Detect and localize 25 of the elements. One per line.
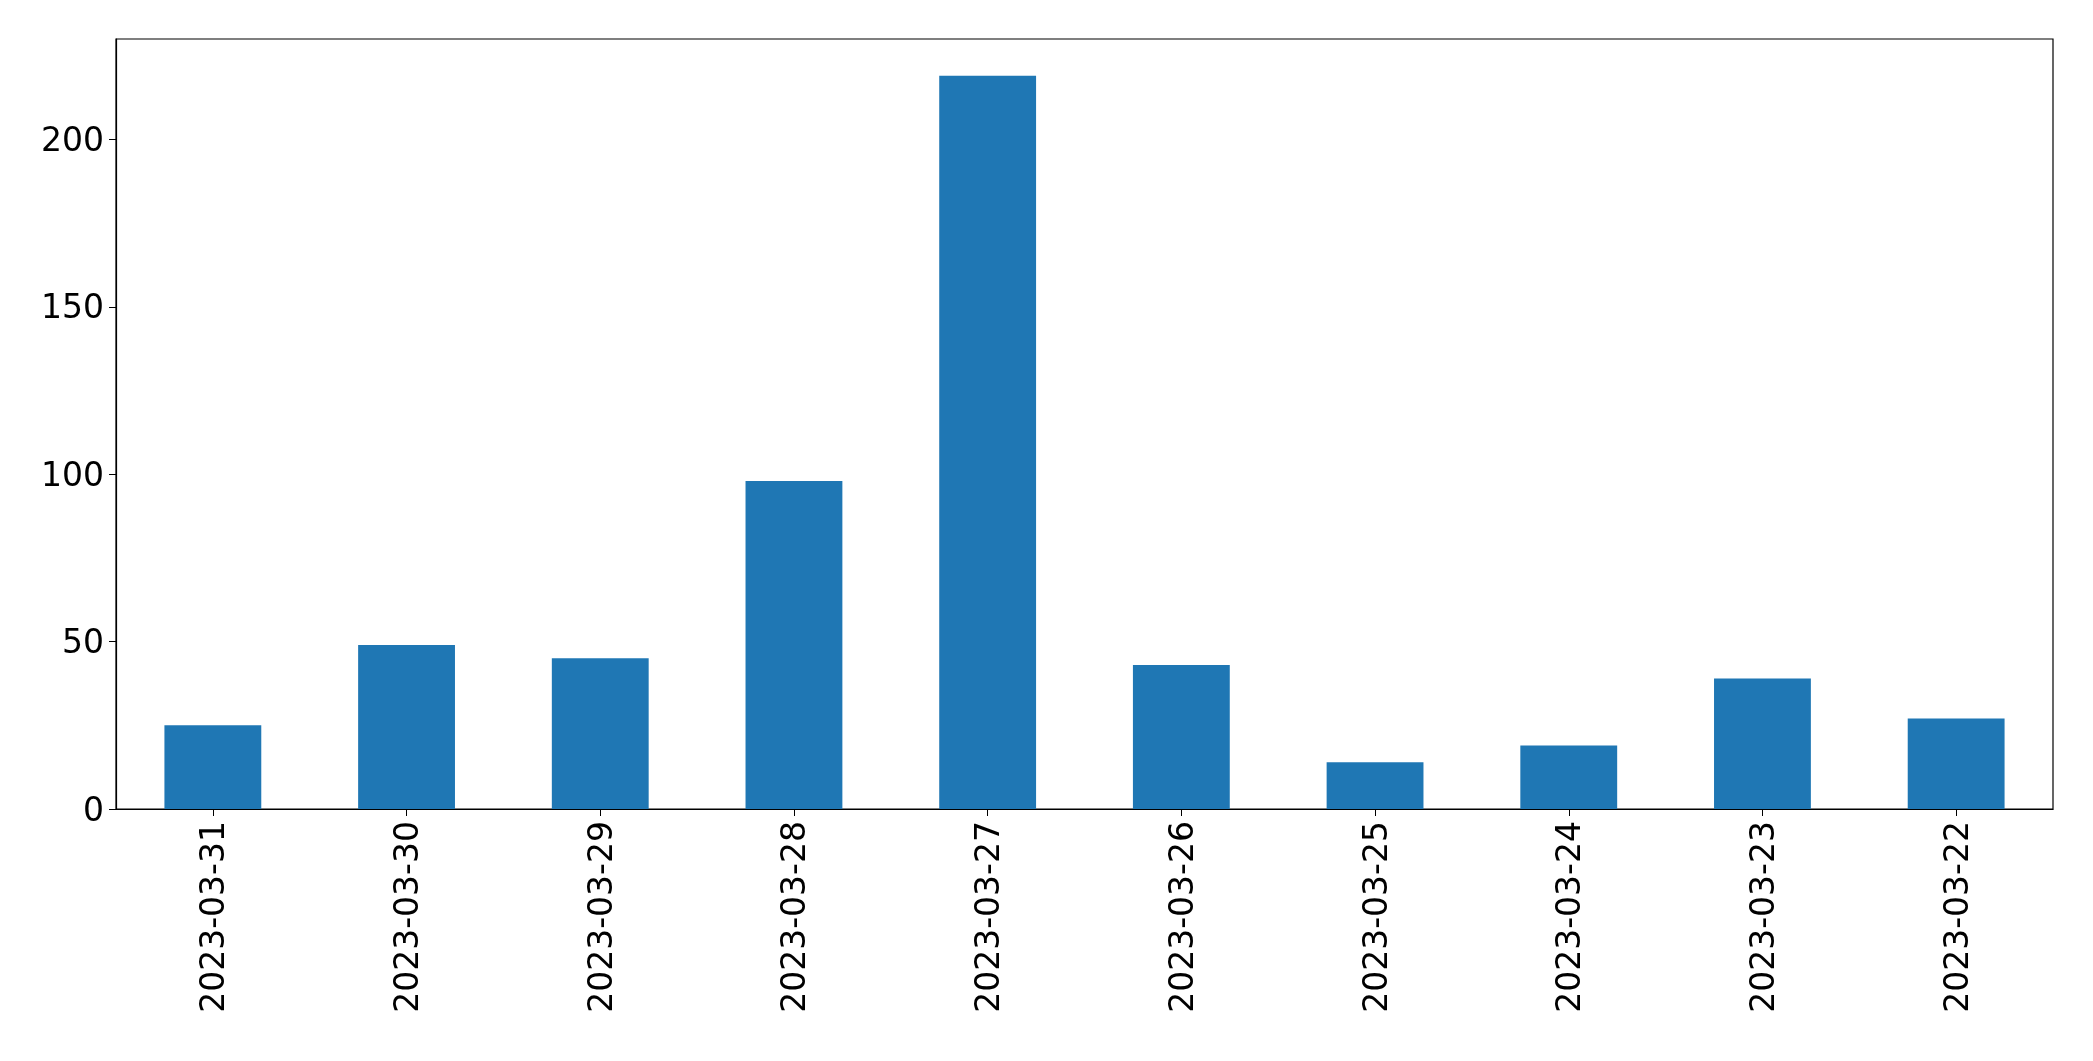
bar	[939, 75, 1037, 809]
x-tick-label: 2023-03-26	[1161, 821, 1201, 1013]
x-tick-label: 2023-03-31	[193, 821, 233, 1013]
bar	[164, 725, 262, 809]
y-tick-label: 50	[62, 622, 104, 662]
bar	[1714, 678, 1811, 809]
x-tick-label: 2023-03-23	[1742, 821, 1782, 1013]
bar	[1326, 762, 1424, 809]
x-tick-label: 2023-03-29	[580, 821, 620, 1013]
x-tick-label: 2023-03-28	[774, 821, 814, 1013]
bar	[745, 480, 843, 809]
x-tick-label: 2023-03-27	[968, 821, 1008, 1013]
bar	[1132, 665, 1230, 809]
x-tick-label: 2023-03-25	[1355, 821, 1395, 1013]
y-tick-label: 100	[41, 454, 104, 494]
x-tick-label: 2023-03-24	[1549, 821, 1589, 1013]
y-tick-label: 0	[83, 789, 104, 829]
x-tick-label: 2023-03-30	[387, 821, 427, 1013]
bar	[1520, 745, 1618, 809]
x-tick-label: 2023-03-22	[1936, 821, 1976, 1013]
bar	[1907, 718, 2005, 809]
bar	[551, 658, 649, 809]
bar	[358, 644, 455, 809]
y-tick-label: 150	[41, 287, 104, 327]
y-tick-label: 200	[41, 119, 104, 159]
